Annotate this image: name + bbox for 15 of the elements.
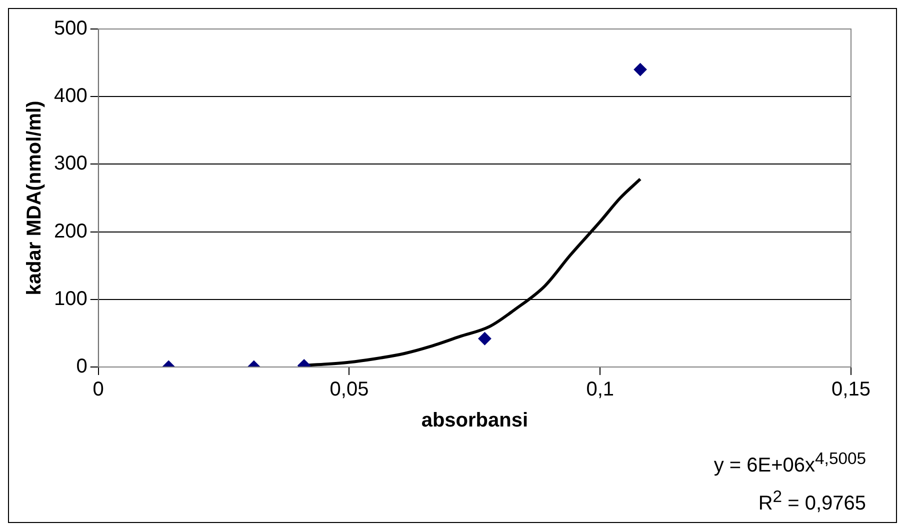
y-tick-label: 100 (54, 288, 88, 310)
y-axis-title: kadar MDA(nmol/ml) (24, 100, 46, 296)
point (634, 63, 647, 76)
text: y = 6E+06x$^{4,5005}$ (714, 449, 866, 478)
x-tick-label: 0,15 (832, 378, 870, 401)
y-tick-label: 500 (54, 18, 88, 40)
y-tick-label: 200 (54, 220, 88, 242)
x-tick-label: 0,1 (586, 378, 614, 401)
y-tick-label: 400 (54, 85, 88, 108)
x-axis-title: absorbansi (421, 410, 528, 432)
x-tick-label: 0,05 (330, 378, 369, 401)
y-tick-label: 0 (76, 356, 88, 378)
y-tick-label: 300 (54, 152, 88, 175)
x-tick-label: 0 (92, 378, 104, 401)
text: R$^{2}$ = 0,9765 (758, 487, 866, 516)
